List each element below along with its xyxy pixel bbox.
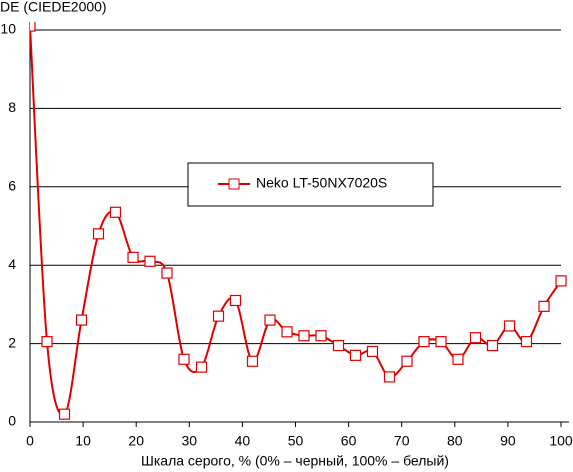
point-marker [332,339,345,352]
y-tick-label: 8 [8,99,16,115]
y-tick-label: 6 [8,178,16,194]
point-marker [30,22,36,32]
y-tick-label: 4 [8,256,16,272]
point-marker [401,355,413,367]
x-tick-label: 30 [182,433,198,449]
point-marker [212,310,225,322]
point-marker [229,294,242,307]
x-tick-label: 20 [128,433,144,449]
legend-marker [228,178,240,190]
point-marker [452,353,464,365]
point-marker [298,330,310,342]
point-marker [486,339,499,352]
point-marker [161,267,173,279]
x-tick-label: 80 [447,433,463,449]
plot-area [30,22,567,420]
point-marker [383,371,396,383]
point-marker [41,336,53,348]
x-tick-label: 40 [235,433,251,449]
x-tick-label: 70 [394,433,410,449]
chart-title: DE (CIEDE2000) [0,0,107,15]
point-marker [195,361,208,373]
x-tick-label: 60 [341,433,357,449]
point-marker [144,255,156,267]
point-marker [349,349,362,361]
point-marker [435,336,447,348]
x-tick-label: 0 [26,433,34,449]
point-marker [366,345,379,358]
point-marker [469,332,482,344]
point-marker [555,275,567,287]
point-marker [75,314,88,326]
x-tick-label: 100 [549,433,573,449]
point-marker [178,353,190,365]
point-marker [127,251,139,263]
point-marker [418,336,430,348]
point-marker [315,330,327,342]
point-marker [503,320,516,332]
point-marker [281,326,293,338]
point-marker [109,206,122,218]
point-marker [58,408,71,420]
point-marker [538,300,550,312]
point-marker [264,314,276,326]
x-axis-label: Шкала серого, % (0% – черный, 100% – бел… [141,453,449,469]
legend-label: Neko LT-50NX7020S [256,175,387,191]
y-tick-label: 0 [8,413,16,429]
point-marker [92,228,105,240]
x-tick-label: 10 [75,433,91,449]
series-line [30,26,562,416]
legend: Neko LT-50NX7020S [187,162,434,207]
point-marker [246,355,259,367]
x-tick-label: 50 [288,433,304,449]
x-tick-label: 90 [500,433,516,449]
y-tick-label: 10 [0,21,16,37]
y-tick-label: 2 [8,334,16,350]
point-marker [520,336,533,348]
